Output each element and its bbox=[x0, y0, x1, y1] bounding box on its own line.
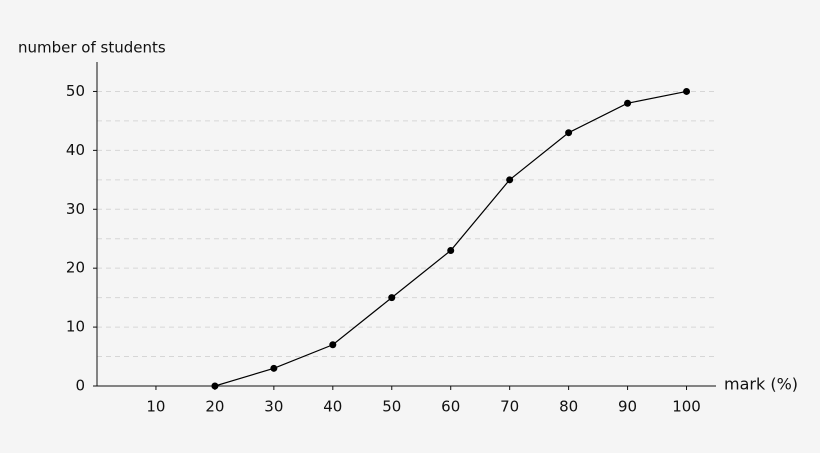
y-tick-label: 10 bbox=[66, 318, 85, 336]
y-tick-label: 0 bbox=[75, 377, 85, 395]
data-point bbox=[624, 99, 632, 107]
y-axis-label: number of students bbox=[18, 39, 166, 57]
data-point bbox=[329, 341, 337, 349]
x-tick-label: 50 bbox=[382, 398, 401, 416]
x-tick-label: 20 bbox=[205, 398, 224, 416]
y-tick-label: 30 bbox=[66, 200, 85, 218]
y-tick-label: 40 bbox=[66, 141, 85, 159]
data-point bbox=[506, 176, 514, 184]
data-point bbox=[211, 382, 219, 390]
data-point bbox=[270, 364, 278, 372]
x-tick-label: 80 bbox=[559, 398, 578, 416]
x-axis-label: mark (%) bbox=[724, 375, 798, 394]
x-tick-label: 30 bbox=[264, 398, 283, 416]
y-tick-label: 50 bbox=[66, 82, 85, 100]
data-point bbox=[388, 294, 396, 302]
data-point bbox=[447, 247, 455, 255]
x-tick-label: 60 bbox=[441, 398, 460, 416]
x-tick-label: 40 bbox=[323, 398, 342, 416]
x-tick-label: 70 bbox=[500, 398, 519, 416]
data-point bbox=[683, 87, 691, 95]
y-tick-label: 20 bbox=[66, 259, 85, 277]
x-tick-label: 10 bbox=[146, 398, 165, 416]
x-tick-label: 90 bbox=[618, 398, 637, 416]
data-point bbox=[565, 129, 573, 137]
x-tick-label: 100 bbox=[672, 398, 701, 416]
